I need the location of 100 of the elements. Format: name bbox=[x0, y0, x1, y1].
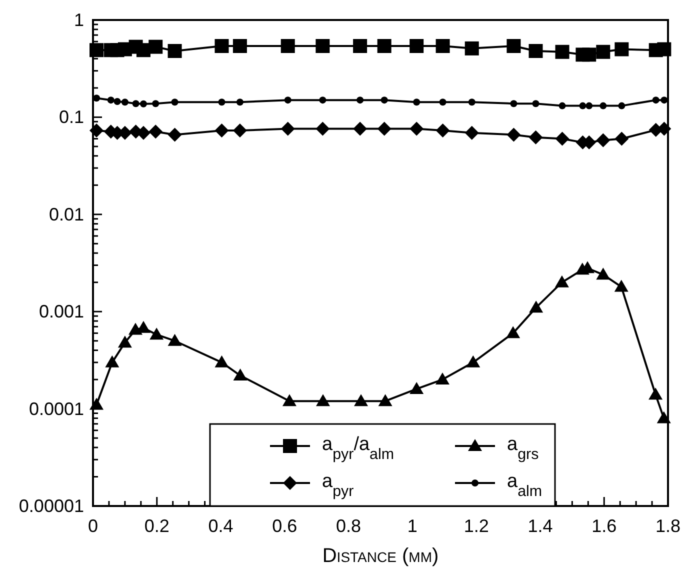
point bbox=[152, 100, 160, 108]
point bbox=[614, 132, 629, 146]
legend-label: a$_{alm}$ bbox=[507, 471, 542, 500]
point bbox=[439, 98, 446, 106]
x-tick-label: 0.6 bbox=[272, 516, 298, 536]
x-tick-label: 0.8 bbox=[336, 516, 362, 536]
point bbox=[528, 44, 543, 58]
point bbox=[148, 40, 163, 54]
point bbox=[140, 100, 147, 108]
point bbox=[356, 96, 364, 104]
point bbox=[150, 328, 164, 340]
point bbox=[353, 39, 368, 54]
y-tick-label: 1 bbox=[74, 10, 84, 30]
point bbox=[168, 334, 182, 346]
point bbox=[410, 39, 424, 54]
point bbox=[233, 368, 248, 381]
x-tick-label: 1.4 bbox=[528, 516, 553, 536]
point bbox=[114, 98, 121, 106]
point bbox=[586, 102, 593, 110]
point bbox=[532, 100, 540, 108]
point bbox=[555, 132, 570, 146]
point bbox=[436, 123, 450, 138]
point bbox=[555, 44, 570, 59]
point bbox=[529, 300, 544, 313]
point bbox=[464, 126, 479, 140]
point bbox=[600, 102, 607, 110]
x-tick-label: 0.4 bbox=[208, 516, 234, 536]
legend-label: a$_{pyr}$ bbox=[322, 471, 354, 500]
point bbox=[377, 39, 392, 54]
y-tick-label: 0.001 bbox=[38, 302, 84, 322]
point bbox=[510, 100, 518, 108]
point bbox=[90, 123, 104, 138]
point bbox=[378, 394, 392, 406]
point bbox=[236, 98, 244, 106]
point bbox=[464, 41, 479, 56]
point bbox=[316, 39, 330, 54]
point bbox=[148, 124, 163, 139]
point bbox=[284, 96, 292, 104]
point bbox=[377, 122, 392, 136]
point bbox=[468, 98, 476, 106]
point bbox=[118, 336, 132, 348]
x-tick-label: 0.2 bbox=[144, 516, 170, 536]
point bbox=[214, 123, 229, 138]
x-tick-label: 0 bbox=[88, 516, 98, 536]
point bbox=[214, 39, 229, 54]
point bbox=[107, 96, 114, 104]
x-tick-label: 1.8 bbox=[655, 516, 681, 536]
point bbox=[660, 96, 668, 104]
point bbox=[168, 128, 182, 142]
point bbox=[558, 102, 566, 110]
point bbox=[648, 388, 663, 400]
point bbox=[93, 94, 100, 102]
point bbox=[652, 96, 660, 104]
point bbox=[316, 394, 330, 406]
x-tick-label: 1.6 bbox=[592, 516, 617, 536]
point bbox=[232, 39, 247, 54]
point bbox=[353, 122, 368, 136]
point bbox=[579, 102, 586, 110]
point bbox=[380, 96, 388, 104]
point bbox=[656, 411, 671, 424]
point bbox=[596, 44, 610, 59]
y-tick-label: 0.00001 bbox=[18, 496, 84, 516]
point bbox=[232, 123, 247, 138]
point bbox=[168, 44, 182, 58]
point bbox=[218, 98, 226, 106]
point bbox=[582, 48, 596, 62]
point bbox=[354, 394, 368, 406]
point bbox=[506, 39, 521, 54]
point bbox=[90, 43, 104, 58]
point bbox=[618, 102, 626, 110]
legend-label: a$_{grs}$ bbox=[507, 434, 540, 462]
point bbox=[316, 122, 330, 136]
point bbox=[319, 96, 326, 104]
point bbox=[90, 398, 104, 410]
x-tick-label: 1.2 bbox=[464, 516, 489, 536]
point bbox=[506, 326, 520, 338]
point bbox=[121, 98, 128, 106]
point bbox=[413, 98, 420, 106]
point bbox=[280, 39, 295, 54]
x-axis-title: Distance (mm) bbox=[322, 545, 439, 567]
y-tick-label: 0.0001 bbox=[28, 398, 84, 419]
point bbox=[596, 133, 610, 148]
point bbox=[280, 122, 295, 136]
point bbox=[132, 100, 140, 108]
point bbox=[171, 98, 178, 106]
point bbox=[214, 355, 229, 368]
point bbox=[506, 128, 521, 142]
point bbox=[282, 394, 296, 406]
point bbox=[435, 372, 450, 385]
point bbox=[410, 382, 424, 394]
point bbox=[596, 268, 610, 280]
point bbox=[105, 355, 120, 368]
point bbox=[614, 42, 629, 56]
y-tick-label: 0.1 bbox=[58, 107, 84, 128]
point bbox=[466, 355, 480, 368]
point bbox=[410, 122, 424, 136]
point bbox=[554, 275, 569, 288]
point bbox=[436, 39, 450, 54]
legend-label: a$_{pyr}$/a$_{alm}$ bbox=[322, 434, 394, 462]
x-tick-label: 1 bbox=[407, 516, 418, 536]
